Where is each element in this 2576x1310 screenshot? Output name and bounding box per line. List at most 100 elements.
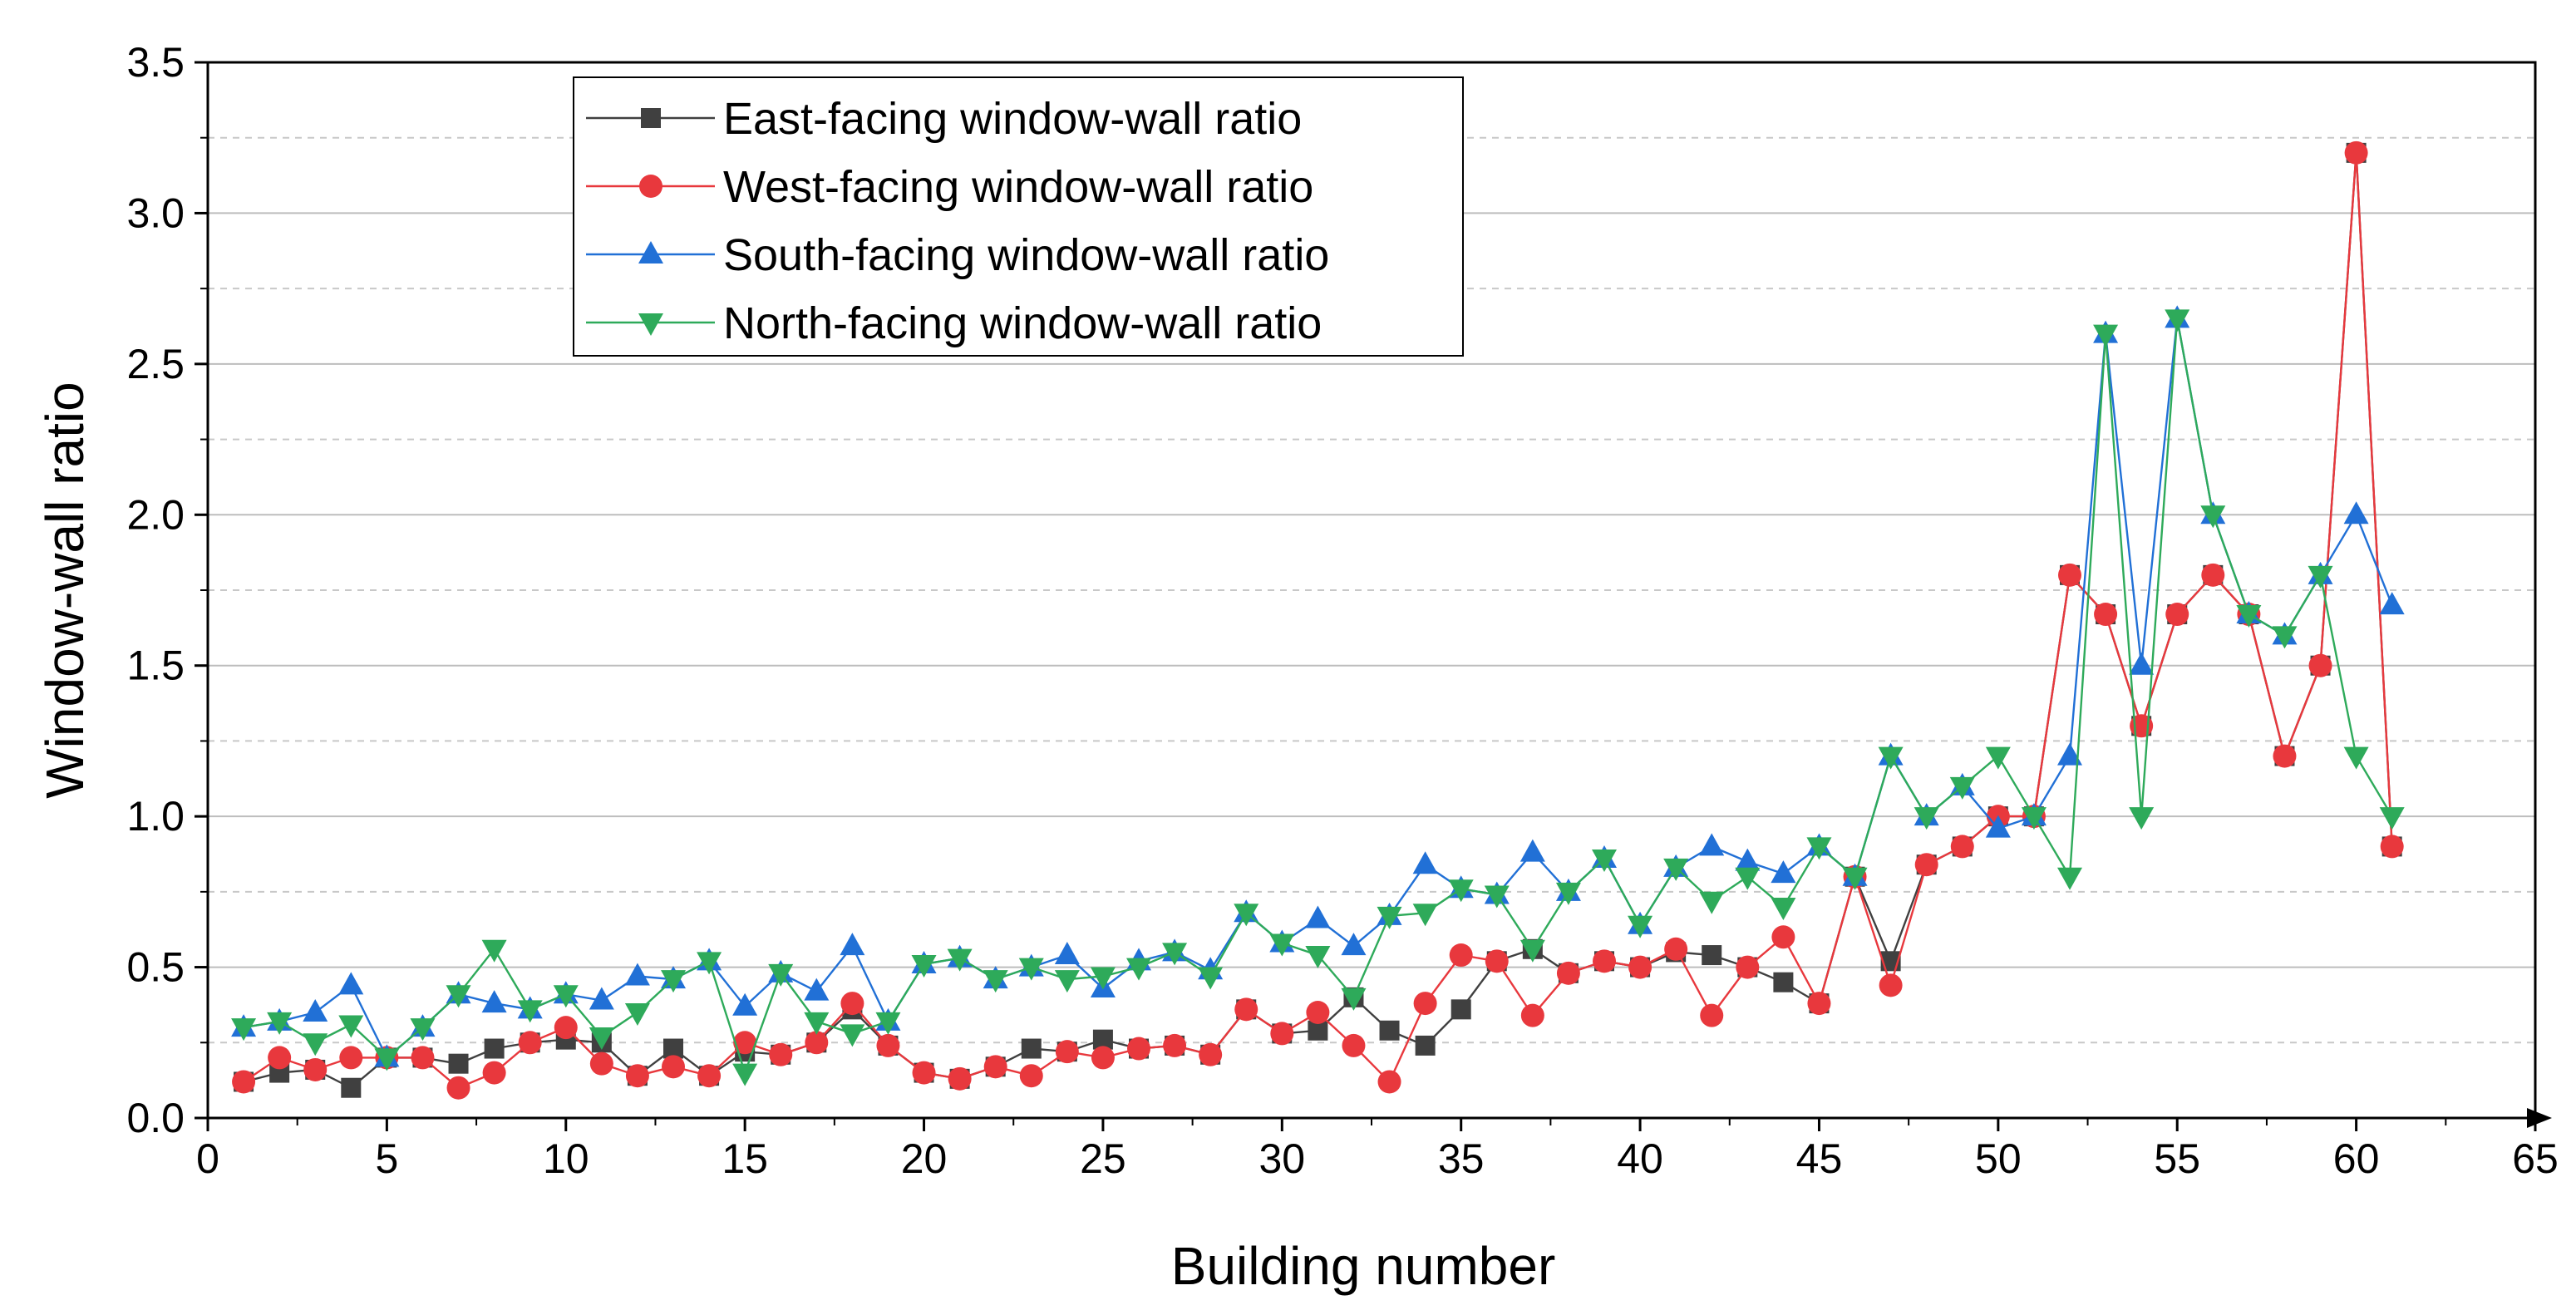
series-2-point: [554, 1016, 578, 1040]
series-3-point: [2343, 501, 2369, 524]
legend-box: [573, 76, 1464, 357]
series-4-point: [1412, 904, 1438, 927]
series-4-point: [2272, 626, 2298, 649]
series-2-point: [1091, 1046, 1115, 1070]
series-2-point: [1914, 853, 1938, 877]
series-2-point: [733, 1031, 757, 1055]
series-2-point: [1199, 1042, 1223, 1066]
series-1-point: [448, 1053, 469, 1074]
series-layer: [231, 140, 2405, 1100]
series-2-point: [1234, 997, 1258, 1022]
series-4-point: [875, 1012, 901, 1035]
series-2-point: [876, 1033, 900, 1057]
y-tick-label: 2.0: [126, 491, 185, 538]
series-4-point: [1842, 867, 1868, 890]
series-2-point: [482, 1061, 506, 1085]
series-2-point: [232, 1070, 256, 1094]
series-2-point: [339, 1046, 363, 1070]
x-axis-title: Building number: [1171, 1236, 1556, 1296]
series-2-point: [303, 1057, 328, 1081]
series-4-point: [2379, 807, 2405, 830]
series-2-point: [1950, 835, 1974, 859]
y-tick-label: 1.0: [126, 793, 185, 840]
x-tick-label: 60: [2333, 1135, 2380, 1182]
series-2-point: [697, 1064, 722, 1088]
tick-labels: 0 5 10 15 20 25 30 35 40 45 50 55 60 65 0.0 0.5 1.0 1.5 2.…: [126, 39, 2558, 1182]
series-3-point: [2379, 592, 2405, 615]
legend-marker: [638, 241, 663, 263]
y-tick-label: 1.5: [126, 643, 185, 689]
series-4-point: [1519, 939, 1545, 963]
series-4-point: [2236, 605, 2262, 628]
series-3-point: [481, 990, 507, 1013]
legend-label: West-facing window-wall ratio: [723, 162, 1313, 212]
series-2-point: [912, 1061, 936, 1085]
series-1-point: [1379, 1020, 1400, 1041]
series-4-point: [1914, 807, 1939, 830]
legend-label: East-facing window-wall ratio: [723, 94, 1302, 144]
series-4-point: [231, 1018, 257, 1042]
series-2-point: [1127, 1037, 1150, 1061]
series-4-point: [1234, 904, 1259, 927]
series-3-point: [804, 978, 830, 1001]
x-tick-label: 20: [901, 1135, 948, 1182]
series-2-point: [1055, 1040, 1079, 1064]
series-4-point: [1628, 915, 1653, 938]
series-2-point: [2165, 603, 2189, 627]
x-tick-label: 40: [1617, 1135, 1663, 1182]
series-2-point: [2380, 835, 2404, 859]
series-2-point: [411, 1046, 435, 1070]
series-3-point: [338, 972, 364, 995]
series-4-point: [267, 1012, 293, 1035]
series-4-point: [2129, 807, 2155, 830]
series-2-point: [1449, 943, 1473, 968]
series-2-point: [1485, 949, 1509, 973]
series-1-point: [1773, 972, 1794, 992]
series-4-point: [1735, 867, 1761, 890]
series-4-point: [2165, 309, 2190, 332]
series-3-point: [1412, 851, 1438, 874]
series-2-point: [1771, 925, 1795, 949]
legend-marker: [638, 313, 663, 336]
series-4-point: [1771, 898, 1796, 920]
series-2-point: [2201, 563, 2225, 587]
series-4-point: [2308, 565, 2333, 589]
y-axis-title: Window-wall ratio: [35, 382, 95, 798]
x-tick-label: 15: [722, 1135, 768, 1182]
series-2-point: [1342, 1033, 1366, 1057]
series-4-point: [983, 970, 1008, 993]
y-tick-label: 3.0: [126, 190, 185, 236]
series-2-point: [2058, 563, 2081, 587]
x-tick-label: 55: [2154, 1135, 2200, 1182]
series-1-point: [1702, 945, 1722, 966]
series-4-point: [1663, 858, 1689, 881]
legend: East-facing window-wall ratio West-facing…: [573, 76, 1464, 357]
x-tick-label: 25: [1080, 1135, 1126, 1182]
series-4-point: [589, 1027, 614, 1051]
legend-marker: [641, 108, 661, 128]
series-4-point: [804, 1012, 830, 1035]
series-4-point: [911, 954, 937, 978]
x-tick-label: 30: [1258, 1135, 1305, 1182]
series-4-point: [2200, 505, 2226, 529]
series-2-point: [840, 992, 864, 1016]
series-2-point: [1520, 1003, 1544, 1027]
series-2-point: [1163, 1033, 1187, 1057]
series-1-point: [1415, 1035, 1436, 1056]
series-4-point: [624, 1003, 650, 1026]
x-tick-label: 10: [543, 1135, 589, 1182]
series-3-point: [1305, 905, 1331, 928]
x-tick-label: 65: [2512, 1135, 2559, 1182]
series-2-point: [1556, 961, 1580, 985]
series-2-point: [1879, 973, 1903, 997]
series-1-point: [484, 1038, 505, 1059]
series-2-point: [948, 1066, 972, 1091]
series-4-point: [2343, 746, 2369, 770]
series-3-point: [840, 933, 865, 956]
series-4-point: [1949, 776, 1975, 800]
series-1-point: [1451, 999, 1471, 1020]
series-4-point: [1305, 946, 1331, 969]
series-4-point: [446, 985, 471, 1008]
series-3-point: [1771, 860, 1796, 884]
series-4-point: [1555, 882, 1581, 905]
